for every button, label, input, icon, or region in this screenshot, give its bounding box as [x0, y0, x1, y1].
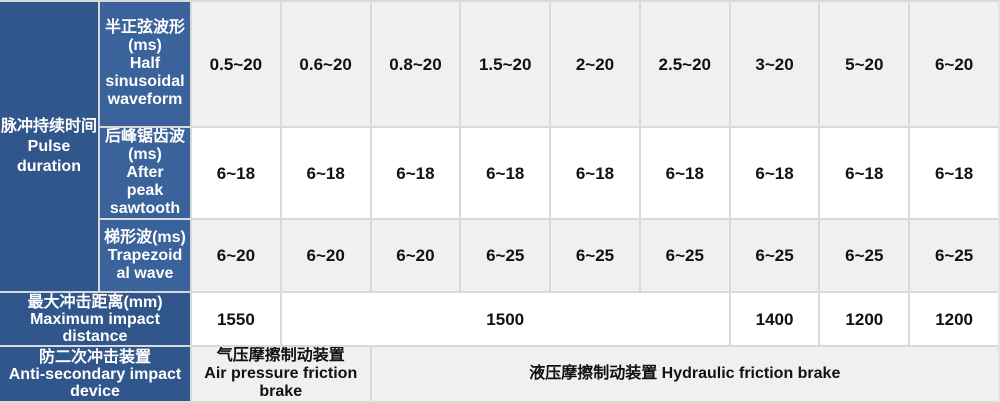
max-impact-distance-header: 最大冲击距离(mm) Maximum impact distance [0, 293, 190, 345]
trapezoidal-value: 6~25 [640, 220, 729, 291]
half-sinusoidal-value: 5~20 [820, 2, 909, 126]
half-sinusoidal-value: 0.6~20 [281, 2, 370, 126]
trapezoidal-value: 6~25 [730, 220, 819, 291]
max-impact-value: 1550 [192, 293, 280, 345]
hydraulic-brake-cell: 液压摩擦制动装置 Hydraulic friction brake [371, 347, 998, 401]
half-sinusoidal-value: 1.5~20 [461, 2, 550, 126]
trapezoidal-value: 6~25 [820, 220, 909, 291]
trapezoidal-value: 6~20 [281, 220, 370, 291]
anti-secondary-device-header: 防二次冲击装置 Anti-secondary impact device [0, 347, 190, 401]
half-sinusoidal-value: 3~20 [730, 2, 819, 126]
sawtooth-value: 6~18 [371, 128, 460, 218]
sawtooth-value: 6~18 [640, 128, 729, 218]
sawtooth-value: 6~18 [820, 128, 909, 218]
trapezoidal-value: 6~25 [910, 220, 998, 291]
sawtooth-value: 6~18 [192, 128, 280, 218]
half-sinusoidal-value: 0.5~20 [192, 2, 280, 126]
sawtooth-value: 6~18 [910, 128, 998, 218]
pulse-duration-header: 脉冲持续时间 Pulse duration [0, 2, 98, 291]
after-peak-sawtooth-row-header: 后峰锯齿波 (ms) After peak sawtooth [100, 128, 190, 218]
half-sinusoidal-value: 2~20 [551, 2, 639, 126]
half-sinusoidal-value: 0.8~20 [371, 2, 460, 126]
trapezoidal-value: 6~25 [461, 220, 550, 291]
max-impact-value: 1200 [910, 293, 998, 345]
max-impact-value: 1400 [730, 293, 819, 345]
trapezoidal-value: 6~25 [551, 220, 639, 291]
half-sinusoidal-row-header: 半正弦波形 (ms) Half sinusoidal waveform [100, 2, 190, 126]
trapezoidal-row-header: 梯形波(ms) Trapezoid al wave [100, 220, 190, 291]
trapezoidal-value: 6~20 [192, 220, 280, 291]
trapezoidal-value: 6~20 [371, 220, 460, 291]
sawtooth-value: 6~18 [730, 128, 819, 218]
air-pressure-brake-cell: 气压摩擦制动装置 Air pressure friction brake [192, 347, 370, 401]
sawtooth-value: 6~18 [461, 128, 550, 218]
sawtooth-value: 6~18 [551, 128, 639, 218]
half-sinusoidal-value: 2.5~20 [640, 2, 729, 126]
half-sinusoidal-value: 6~20 [910, 2, 998, 126]
max-impact-value: 1500 [281, 293, 729, 345]
sawtooth-value: 6~18 [281, 128, 370, 218]
max-impact-value: 1200 [820, 293, 909, 345]
